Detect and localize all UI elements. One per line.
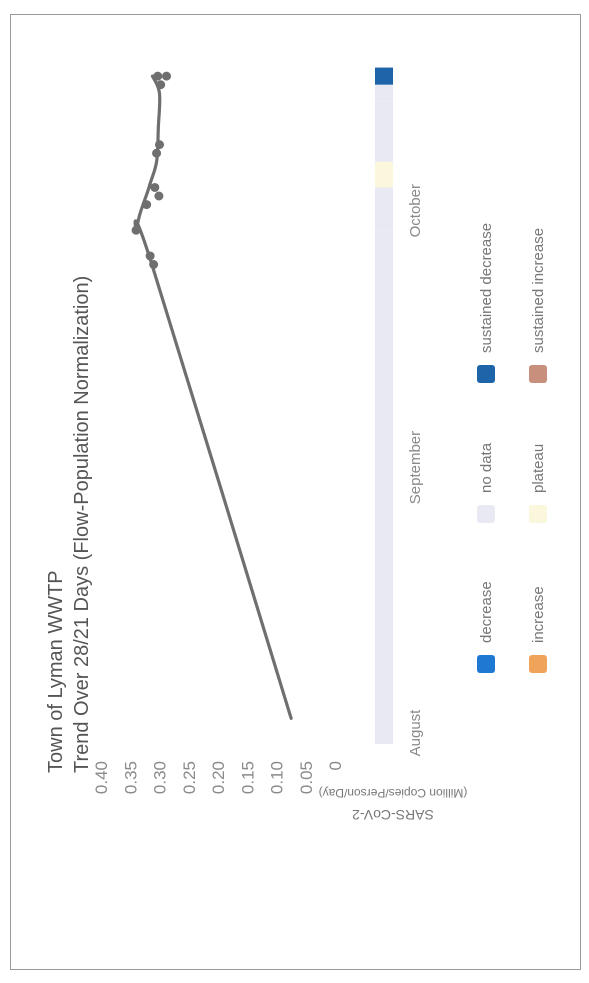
chart-subtitle: Trend Over 28/21 Days (Flow-Population N…	[71, 276, 93, 773]
y-tick-label: 0.30	[151, 761, 170, 794]
trend-strip-segment	[375, 101, 393, 162]
legend-swatch	[477, 365, 495, 383]
trend-series	[131, 71, 293, 720]
chart-title: Town of Lyman WWTP	[45, 570, 67, 773]
sample-point	[156, 80, 166, 90]
sample-point	[154, 191, 164, 201]
legend-item: decrease	[477, 581, 495, 673]
y-tick-label: 0.10	[268, 761, 287, 794]
x-tick-label: September	[407, 431, 424, 504]
y-axis-label: SARS-CoV-2	[352, 807, 434, 823]
sample-point	[142, 200, 152, 210]
legend-swatch	[477, 655, 495, 673]
trend-strip-segment	[375, 84, 393, 102]
legend-item: sustained decrease	[477, 223, 495, 383]
sample-point	[152, 148, 162, 158]
trend-strip-segment	[375, 187, 393, 231]
y-axis-units: (Million Copies/Person/Day)	[319, 786, 468, 800]
y-tick-label: 0.15	[238, 761, 257, 794]
sample-point	[155, 140, 164, 150]
chart-frame	[10, 14, 581, 970]
y-axis: 0 0.05 0.10 0.15 0.20 0.25 0.30 0.35 0.40	[92, 761, 345, 794]
y-tick-label: 0.05	[297, 761, 316, 794]
sample-point	[162, 71, 172, 81]
y-tick-label: 0	[326, 761, 345, 770]
legend: decrease no data sustained decrease increas…	[477, 223, 547, 673]
legend-item: sustained increase	[529, 228, 547, 383]
legend-item: increase	[529, 586, 547, 673]
legend-label: plateau	[530, 444, 547, 493]
y-tick-label: 0.35	[121, 761, 140, 794]
sample-point	[153, 71, 163, 81]
legend-swatch	[529, 655, 547, 673]
legend-item: plateau	[529, 444, 547, 523]
trend-strip-segment	[375, 161, 393, 188]
legend-item: no data	[477, 442, 495, 523]
x-tick-label: October	[407, 184, 424, 237]
trend-strip-segment	[375, 67, 393, 85]
sample-point	[131, 225, 141, 235]
legend-label: decrease	[478, 581, 495, 643]
legend-label: increase	[530, 586, 547, 643]
legend-swatch	[529, 365, 547, 383]
x-tick-label: August	[407, 709, 424, 757]
legend-label: sustained decrease	[478, 223, 495, 353]
trend-strip-segment	[375, 264, 393, 744]
x-axis: August September October	[407, 184, 424, 756]
y-tick-label: 0.40	[92, 761, 111, 794]
sample-point	[150, 182, 160, 192]
trend-strip-segment	[375, 230, 393, 265]
trend-strip	[375, 67, 393, 744]
y-tick-label: 0.25	[180, 761, 199, 794]
legend-label: sustained increase	[530, 228, 547, 353]
trend-line	[133, 74, 293, 720]
legend-swatch	[529, 505, 547, 523]
sample-point	[145, 251, 155, 261]
legend-label: no data	[478, 442, 495, 493]
legend-swatch	[477, 505, 495, 523]
y-tick-label: 0.20	[209, 761, 228, 794]
sample-point	[149, 260, 159, 269]
